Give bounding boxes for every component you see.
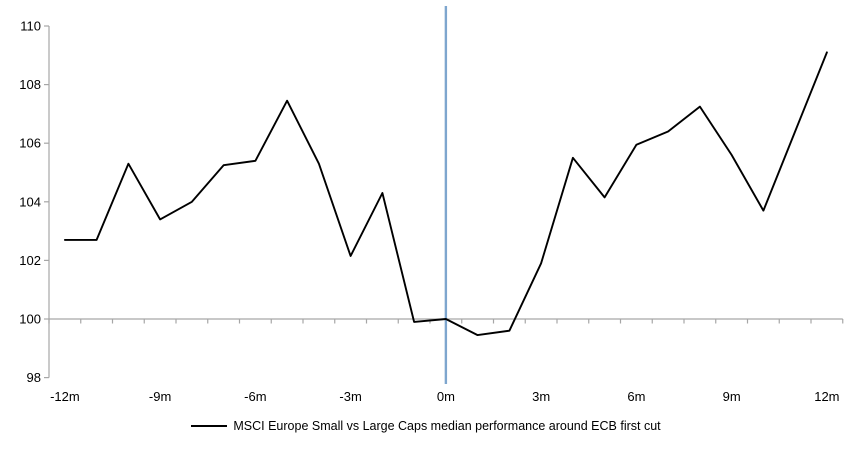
y-axis-tick-label: 100 — [19, 312, 41, 327]
x-axis-tick-label: -12m — [50, 389, 80, 404]
legend-label: MSCI Europe Small vs Large Caps median p… — [233, 419, 661, 433]
x-axis-tick-label: -6m — [244, 389, 266, 404]
x-axis-tick-label: 3m — [532, 389, 550, 404]
y-axis-tick-label: 102 — [19, 253, 41, 268]
y-axis-tick-label: 108 — [19, 77, 41, 92]
x-axis-tick-label: 12m — [814, 389, 839, 404]
y-axis-tick-label: 104 — [19, 194, 41, 209]
x-axis-tick-label: -3m — [339, 389, 361, 404]
x-axis-tick-label: 9m — [723, 389, 741, 404]
x-axis-tick-label: 6m — [627, 389, 645, 404]
x-axis-tick-label: -9m — [149, 389, 171, 404]
y-axis-tick-label: 110 — [20, 19, 41, 34]
y-axis-tick-label: 98 — [27, 370, 41, 385]
y-axis-tick-label: 106 — [19, 136, 41, 151]
x-axis-tick-label: 0m — [437, 389, 455, 404]
legend: MSCI Europe Small vs Large Caps median p… — [0, 415, 852, 437]
legend-line-sample — [191, 425, 228, 427]
series-line — [63, 51, 828, 337]
